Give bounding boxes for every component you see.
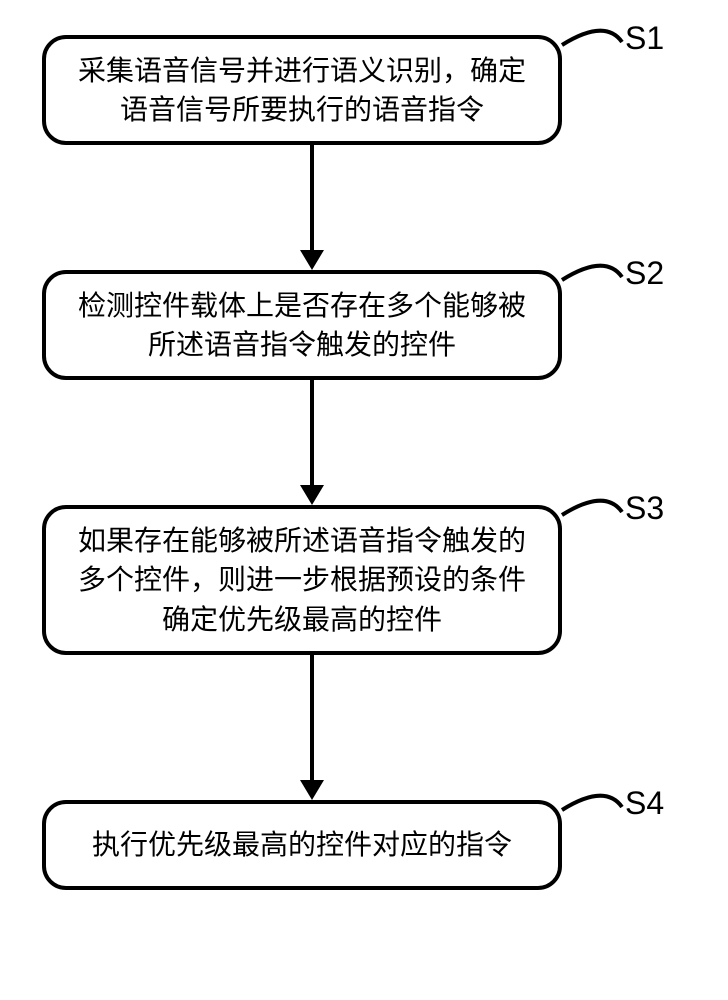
node-s4: 执行优先级最高的控件对应的指令: [42, 800, 562, 890]
arrow-s1-s2: [300, 145, 324, 270]
arrow-s2-s3: [300, 380, 324, 505]
node-s3: 如果存在能够被所述语音指令触发的 多个控件，则进一步根据预设的条件 确定优先级最…: [42, 505, 562, 655]
label-s4: S4: [625, 785, 664, 822]
flowchart-container: 采集语音信号并进行语义识别，确定 语音信号所要执行的语音指令 S1 检测控件载体…: [0, 0, 728, 1000]
node-s1: 采集语音信号并进行语义识别，确定 语音信号所要执行的语音指令: [42, 35, 562, 145]
node-s1-text: 采集语音信号并进行语义识别，确定 语音信号所要执行的语音指令: [78, 51, 526, 129]
label-s3: S3: [625, 490, 664, 527]
node-s3-text: 如果存在能够被所述语音指令触发的 多个控件，则进一步根据预设的条件 确定优先级最…: [78, 521, 526, 639]
node-s2: 检测控件载体上是否存在多个能够被 所述语音指令触发的控件: [42, 270, 562, 380]
node-s4-text: 执行优先级最高的控件对应的指令: [92, 825, 512, 864]
label-s1: S1: [625, 20, 664, 57]
label-s2: S2: [625, 255, 664, 292]
node-s2-text: 检测控件载体上是否存在多个能够被 所述语音指令触发的控件: [78, 286, 526, 364]
arrow-s3-s4: [300, 655, 324, 800]
